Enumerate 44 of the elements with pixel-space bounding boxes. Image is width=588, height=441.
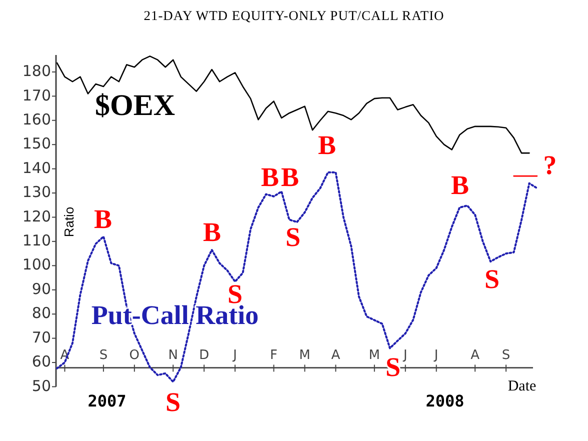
x-tick-label: A [470,348,480,364]
y-tick-label: 50 [32,376,51,395]
chart-title: 21-DAY WTD EQUITY-ONLY PUT/CALL RATIO [144,8,444,23]
y-tick-label: 110 [22,232,51,250]
y-tick-label: 170 [22,86,51,104]
annotation: B [94,204,112,234]
y-tick-label: 130 [22,183,51,202]
x-tick-label: D [199,348,210,364]
annotation: B [202,217,222,248]
x-tick-label: O [129,348,140,364]
y-tick-label: 80 [32,304,51,322]
text: ? [543,150,557,180]
annotation: B [260,162,280,192]
x-tick-label: M [368,348,380,364]
y-tick-label: 150 [22,134,51,153]
y-tick-label: 60 [32,352,51,371]
y-axis-title: Ratio [61,206,76,238]
annotation: B [280,162,300,192]
series-label: $OEX [94,88,176,122]
annotation: S [285,222,301,252]
annotation: B [318,130,336,160]
line-series [56,56,530,154]
x-tick-label: S [99,348,108,364]
text: 2008 [426,391,464,410]
x-tick-label: J [433,348,438,364]
text: 2007 [88,391,126,410]
y-tick-label: 140 [22,158,51,177]
y-tick-label: 70 [32,328,51,346]
x-tick-label: A [331,348,340,364]
annotation: S [484,264,500,294]
x-tick-label: F [270,348,278,364]
text: S [165,387,181,418]
x-axis-title: Date [508,378,536,394]
x-tick-label: J [232,348,237,364]
y-tick-label: 120 [22,207,51,226]
y-tick-label: 90 [32,280,51,298]
annotation: B [450,170,470,200]
x-tick-label: M [299,348,310,364]
x-tick-label: J [402,348,408,364]
x-tick-label: N [168,348,178,364]
y-tick-label: 100 [22,256,51,274]
y-tick-label: 160 [22,110,51,128]
y-tick-label: 180 [22,62,51,80]
x-tick-label: S [502,348,510,364]
